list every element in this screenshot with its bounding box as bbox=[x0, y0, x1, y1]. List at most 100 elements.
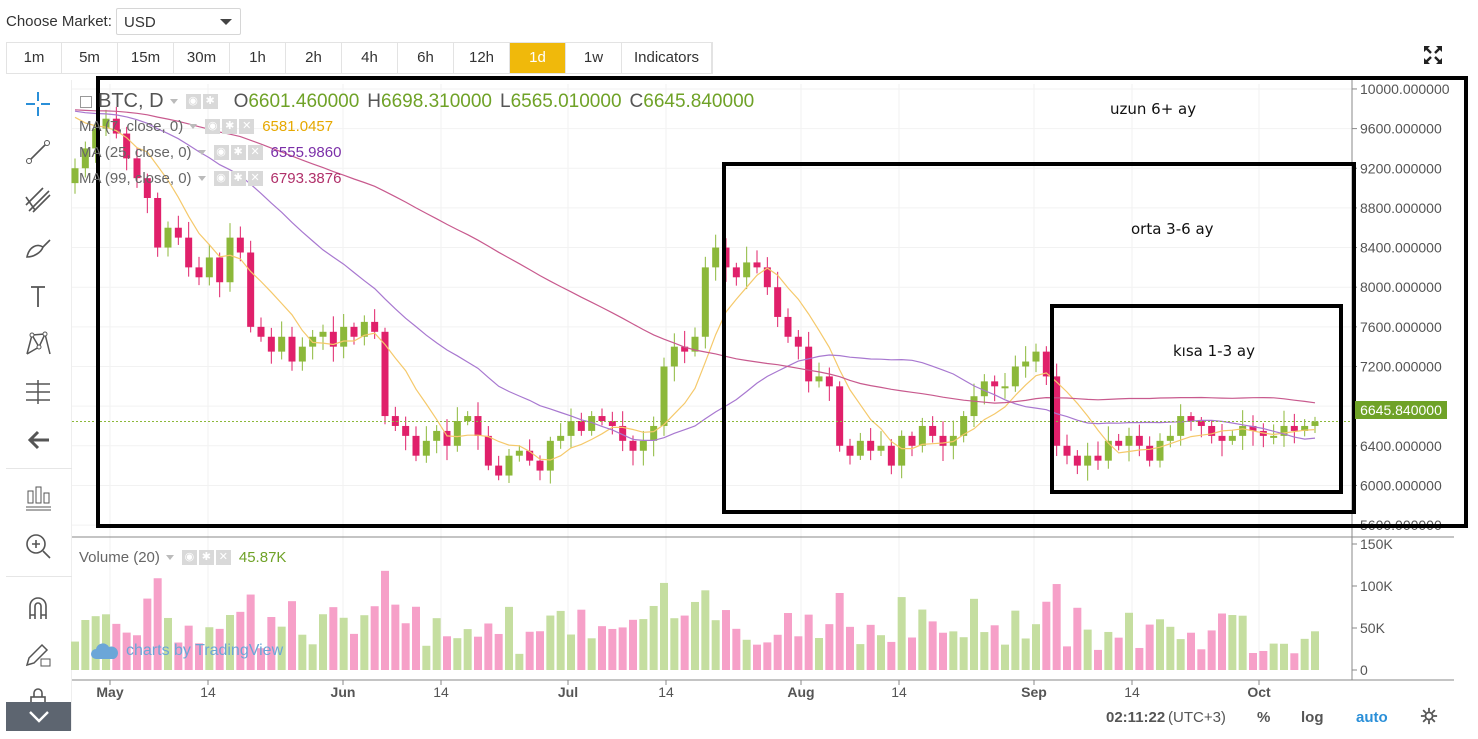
candle bbox=[453, 421, 461, 446]
close-icon[interactable]: ✕ bbox=[247, 145, 263, 160]
time-tick-label: Aug bbox=[787, 684, 814, 700]
log-toggle[interactable]: log bbox=[1301, 709, 1324, 726]
candle bbox=[288, 336, 296, 362]
candle bbox=[1301, 425, 1309, 431]
interval-1w[interactable]: 1w bbox=[566, 43, 622, 73]
candle bbox=[991, 381, 999, 387]
volume-bar bbox=[763, 642, 772, 670]
chevron-down-icon[interactable] bbox=[165, 555, 174, 560]
interval-12h[interactable]: 12h bbox=[454, 43, 510, 73]
interval-6h[interactable]: 6h bbox=[398, 43, 454, 73]
open-value: 6601.460000 bbox=[248, 90, 360, 112]
fib-icon[interactable] bbox=[18, 182, 58, 218]
candle bbox=[154, 197, 162, 248]
volume-bar bbox=[959, 637, 968, 670]
candle bbox=[629, 440, 637, 451]
volume-bar bbox=[288, 601, 296, 670]
percent-toggle[interactable]: % bbox=[1257, 709, 1271, 726]
volume-bar bbox=[1218, 613, 1226, 670]
fullscreen-icon[interactable] bbox=[1422, 44, 1444, 66]
volume-bar bbox=[1052, 584, 1061, 670]
close-icon[interactable]: ✕ bbox=[247, 171, 263, 186]
gear-icon[interactable]: ✱ bbox=[198, 550, 214, 565]
gear-icon[interactable]: ✱ bbox=[222, 119, 238, 134]
candle bbox=[1228, 435, 1236, 441]
pattern-icon[interactable] bbox=[18, 326, 58, 362]
tradingview-watermark[interactable]: charts by TradingView bbox=[90, 641, 283, 661]
pencil-lock-icon[interactable] bbox=[18, 636, 58, 672]
volume-bar bbox=[784, 613, 792, 670]
volume-bar bbox=[670, 618, 679, 670]
chevron-down-icon[interactable] bbox=[197, 176, 206, 181]
candles-icon[interactable] bbox=[18, 480, 58, 516]
volume-bar bbox=[567, 634, 575, 670]
eye-icon[interactable]: ◉ bbox=[181, 550, 197, 565]
volume-bar bbox=[1073, 607, 1082, 670]
eye-icon[interactable]: ◉ bbox=[213, 171, 229, 186]
candle bbox=[278, 336, 286, 352]
gear-icon[interactable]: ✱ bbox=[202, 94, 218, 109]
volume-bar bbox=[319, 614, 327, 670]
interval-1h[interactable]: 1h bbox=[230, 43, 286, 73]
measure-icon[interactable] bbox=[18, 374, 58, 410]
eye-icon[interactable]: ◉ bbox=[205, 119, 221, 134]
low-value: 6565.010000 bbox=[510, 90, 622, 112]
brush-icon[interactable] bbox=[18, 230, 58, 266]
close-icon[interactable]: ✕ bbox=[215, 550, 231, 565]
volume-bar bbox=[939, 632, 947, 670]
timezone[interactable]: (UTC+3) bbox=[1168, 709, 1226, 726]
annotation-long: uzun 6+ ay bbox=[1110, 100, 1197, 118]
candle bbox=[495, 465, 503, 476]
magnet-icon[interactable] bbox=[18, 590, 58, 626]
interval-5m[interactable]: 5m bbox=[62, 43, 118, 73]
candle bbox=[670, 346, 678, 367]
volume-bar bbox=[1300, 638, 1309, 670]
gear-icon[interactable] bbox=[1420, 707, 1438, 730]
volume-bar bbox=[1104, 631, 1113, 670]
collapse-toolbar-button[interactable] bbox=[6, 702, 71, 731]
market-select[interactable]: USD bbox=[116, 8, 241, 35]
eye-icon[interactable]: ◉ bbox=[185, 94, 201, 109]
close-icon[interactable]: ✕ bbox=[239, 119, 255, 134]
low-label: L bbox=[499, 90, 511, 112]
interval-15m[interactable]: 15m bbox=[118, 43, 174, 73]
candle bbox=[908, 435, 916, 446]
chevron-down-icon[interactable] bbox=[189, 124, 198, 129]
gear-icon[interactable]: ✱ bbox=[230, 171, 246, 186]
interval-1d[interactable]: 1d bbox=[510, 43, 566, 73]
candle bbox=[836, 386, 844, 446]
interval-1m[interactable]: 1m bbox=[7, 43, 62, 73]
back-arrow-icon[interactable] bbox=[18, 422, 58, 458]
ma7-value: 6581.0457 bbox=[262, 118, 334, 135]
interval-2h[interactable]: 2h bbox=[286, 43, 342, 73]
time-tick-label: 14 bbox=[891, 684, 907, 700]
candle bbox=[464, 416, 472, 422]
candle bbox=[608, 421, 616, 426]
candle bbox=[1115, 440, 1123, 446]
time-tick-label: Jul bbox=[558, 684, 578, 700]
volume-bar bbox=[329, 607, 338, 670]
candle bbox=[650, 425, 658, 441]
volume-bar bbox=[350, 633, 358, 670]
zoom-in-icon[interactable] bbox=[18, 528, 58, 564]
auto-toggle[interactable]: auto bbox=[1356, 709, 1388, 726]
text-icon[interactable] bbox=[18, 278, 58, 314]
volume-bar bbox=[990, 625, 999, 670]
eye-icon[interactable]: ◉ bbox=[213, 145, 229, 160]
ma25-label: MA (25, close, 0) bbox=[79, 144, 192, 161]
crosshair-icon[interactable] bbox=[18, 86, 58, 122]
trendline-icon[interactable] bbox=[18, 134, 58, 170]
chevron-down-icon[interactable] bbox=[197, 150, 206, 155]
interval-indicators[interactable]: Indicators bbox=[622, 43, 712, 73]
interval-30m[interactable]: 30m bbox=[174, 43, 230, 73]
candle bbox=[846, 445, 854, 456]
candle bbox=[340, 326, 348, 347]
chevron-down-icon[interactable] bbox=[169, 99, 178, 104]
collapse-legend-icon[interactable] bbox=[80, 95, 92, 108]
candle bbox=[1146, 445, 1154, 461]
interval-4h[interactable]: 4h bbox=[342, 43, 398, 73]
volume-bar bbox=[1094, 649, 1102, 670]
gear-icon[interactable]: ✱ bbox=[230, 145, 246, 160]
price-tick-label: 5600.000000 bbox=[1360, 517, 1442, 533]
volume-bar bbox=[1114, 637, 1123, 670]
